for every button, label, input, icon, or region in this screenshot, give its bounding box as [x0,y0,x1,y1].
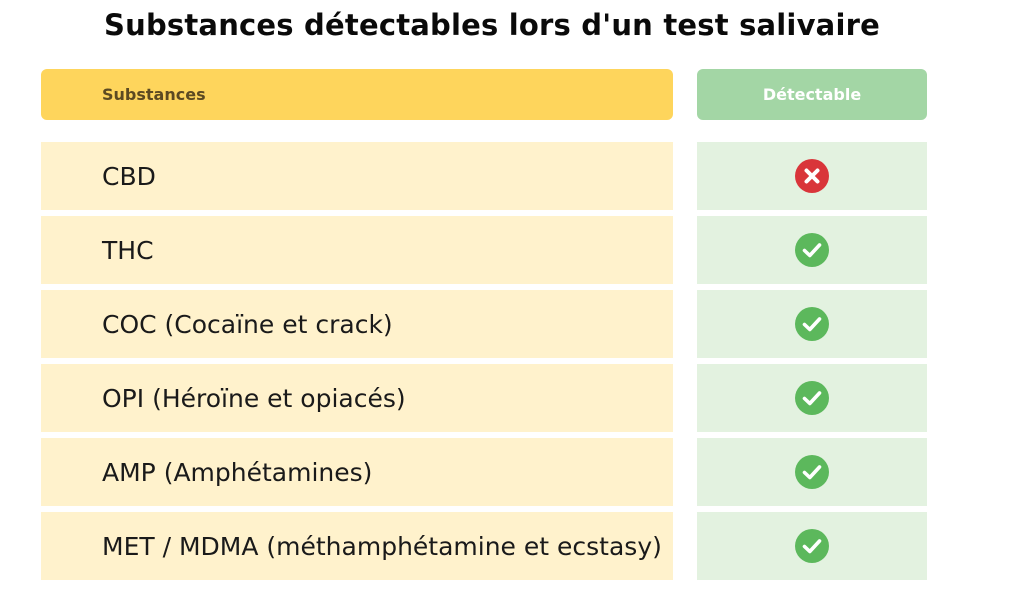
detectable-cell [697,512,927,580]
table-row: OPI (Héroïne et opiacés) [0,364,1024,432]
substance-label: COC (Cocaïne et crack) [102,309,393,339]
detectable-cell [697,216,927,284]
detectable-cell [697,438,927,506]
table-row: THC [0,216,1024,284]
column-header-substances: Substances [41,69,673,120]
table-row: COC (Cocaïne et crack) [0,290,1024,358]
column-header-detectable-label: Détectable [762,85,862,104]
check-circle-icon [795,455,829,489]
substance-label: MET / MDMA (méthamphétamine et ecstasy) [102,531,662,561]
substance-cell: CBD [41,142,673,210]
substance-cell: MET / MDMA (méthamphétamine et ecstasy) [41,512,673,580]
table-row: AMP (Amphétamines) [0,438,1024,506]
column-header-detectable: Détectable [697,69,927,120]
table-row: CBD [0,142,1024,210]
detectable-cell [697,364,927,432]
substance-cell: THC [41,216,673,284]
substance-label: CBD [102,161,156,191]
page-title: Substances détectables lors d'un test sa… [104,8,880,42]
detectable-cell [697,290,927,358]
check-circle-icon [795,233,829,267]
check-circle-icon [795,307,829,341]
table-row: MET / MDMA (méthamphétamine et ecstasy) [0,512,1024,580]
column-header-substances-label: Substances [102,85,206,104]
substance-cell: AMP (Amphétamines) [41,438,673,506]
check-circle-icon [795,381,829,415]
substance-label: OPI (Héroïne et opiacés) [102,383,406,413]
detectable-cell [697,142,927,210]
check-circle-icon [795,529,829,563]
substance-cell: COC (Cocaïne et crack) [41,290,673,358]
cross-circle-icon [795,159,829,193]
substance-cell: OPI (Héroïne et opiacés) [41,364,673,432]
substance-label: THC [102,235,154,265]
substance-label: AMP (Amphétamines) [102,457,373,487]
